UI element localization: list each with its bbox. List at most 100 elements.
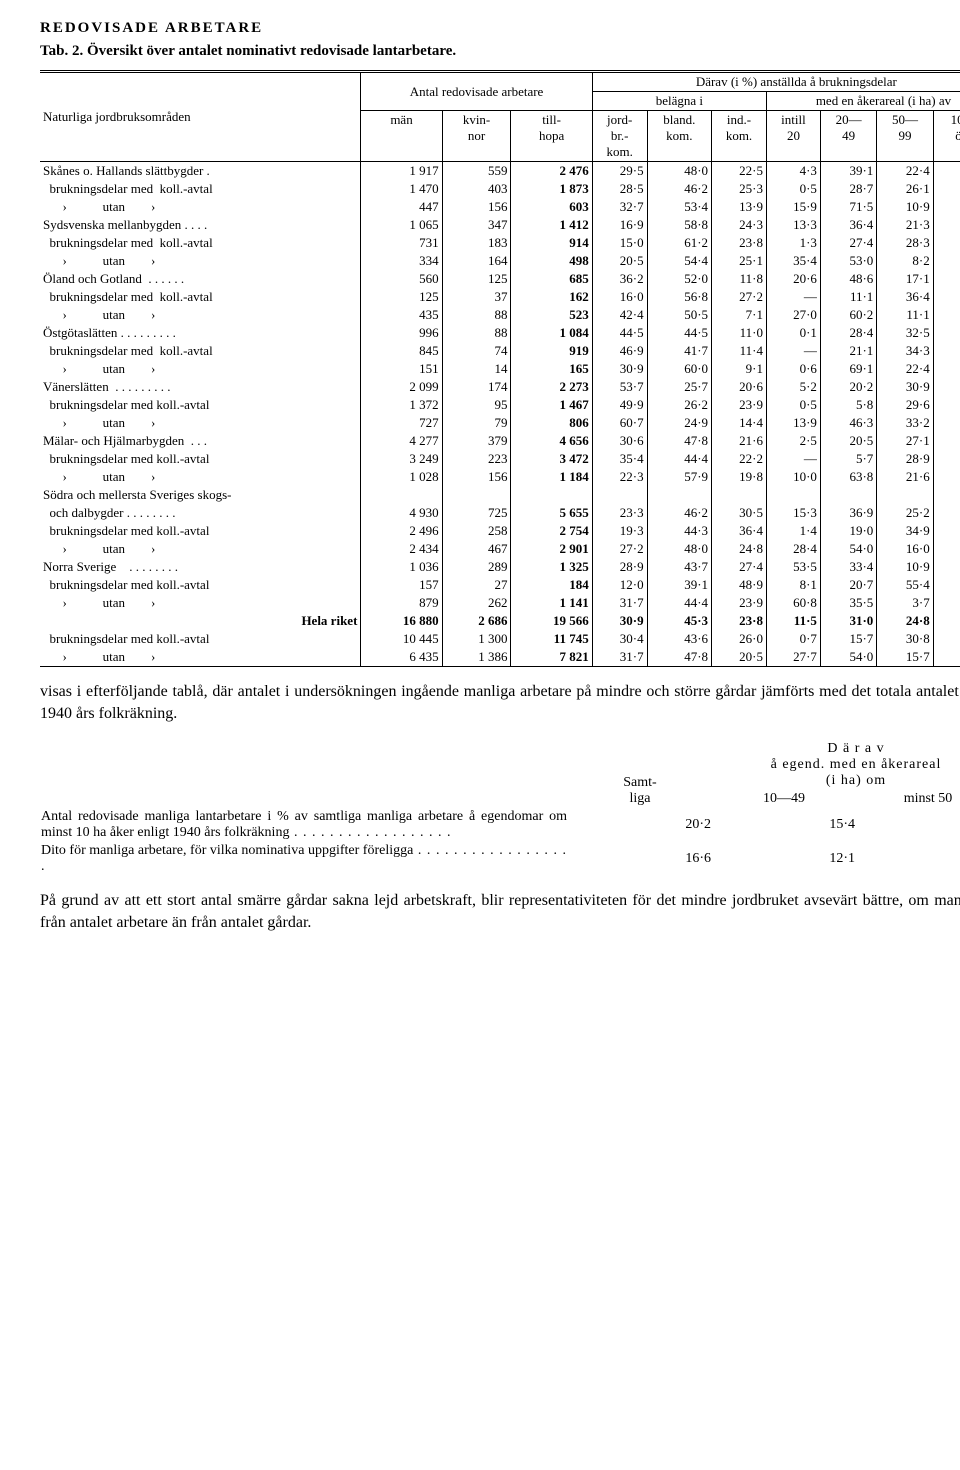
cell: 31·0 [820,612,876,630]
cell: 36·4 [820,216,876,234]
cell: 1 412 [511,216,592,234]
cell: 559 [442,162,511,181]
cell: 79 [442,414,511,432]
cell: 60·7 [592,414,647,432]
cell: 23·9 [712,594,767,612]
cell: 36·9 [820,504,876,522]
header-left: REDOVISADE ARBETARE [40,20,263,37]
cell: 4·6 [933,468,960,486]
cell: 806 [511,414,592,432]
cell: 43·7 [647,558,711,576]
cell: 23·8 [712,234,767,252]
paragraph-2: På grund av att ett stort antal smärre g… [40,890,960,933]
cell: 1 300 [442,630,511,648]
cell: 52·8 [933,630,960,648]
cell: 2·2 [933,558,960,576]
table-row: Vänerslätten . . . . . . . . .2 0991742 … [40,378,960,396]
cell: 31·7 [592,594,647,612]
cell: 334 [361,252,442,270]
cell: 44·7 [933,522,960,540]
col-group1: Antal redovisade arbetare [361,72,592,111]
row-label: brukningsdelar med koll.-avtal [40,342,361,360]
cell: 2 496 [361,522,442,540]
row-label: › utan › [40,360,361,378]
cell: 48·0 [647,540,711,558]
cell [592,486,647,504]
cell: 914 [511,234,592,252]
cell: 2 434 [361,540,442,558]
cell: 35·5 [820,594,876,612]
cell: 28·3 [877,234,933,252]
cell: 379 [442,432,511,450]
cell: 15·0 [592,234,647,252]
cell: 223 [442,450,511,468]
cell: 42·4 [592,306,647,324]
cell: 46·2 [647,504,711,522]
cell: 560 [361,270,442,288]
cell: 1 917 [361,162,442,181]
cell: 1 084 [511,324,592,342]
cell: 44·4 [647,594,711,612]
table-title: Översikt över antalet nominativt redovis… [87,43,456,59]
cell: 151 [361,360,442,378]
row-label: Mälar- och Hjälmarbygden . . . [40,432,361,450]
cell: 22·2 [712,450,767,468]
cell: 1 036 [361,558,442,576]
cell: 57·9 [647,468,711,486]
row-label: brukningsdelar med koll.-avtal [40,576,361,594]
cell: 95 [442,396,511,414]
cell: 37 [442,288,511,306]
cell: 8·2 [877,252,933,270]
cell: 184 [511,576,592,594]
cell: 7·9 [933,360,960,378]
cell: 1 065 [361,216,442,234]
mini-row-2: Dito för manliga arbetare, för vilka nom… [40,842,960,876]
table-row: Norra Sverige . . . . . . . .1 0362891 3… [40,558,960,576]
cell: 1 372 [361,396,442,414]
cell: 21·6 [712,432,767,450]
cell: 11·0 [712,324,767,342]
cell: 53·5 [766,558,820,576]
row-label: › utan › [40,198,361,216]
table-row: Mälar- och Hjälmarbygden . . .4 2773794 … [40,432,960,450]
cell: 53·7 [592,378,647,396]
row-label: › utan › [40,594,361,612]
cell: 29·5 [592,162,647,181]
cell: 258 [442,522,511,540]
cell: 2 686 [442,612,511,630]
cell: 26·0 [712,630,767,648]
row-label: brukningsdelar med koll.-avtal [40,450,361,468]
cell: 50·5 [647,306,711,324]
cell: 24·8 [712,540,767,558]
cell: 289 [442,558,511,576]
cell: 52·5 [933,288,960,306]
cell: 1·7 [933,198,960,216]
cell: 27·2 [712,288,767,306]
cell: 9·1 [712,360,767,378]
cell: 35·4 [766,252,820,270]
cell: 48·9 [712,576,767,594]
cell: 4·3 [766,162,820,181]
cell: 1 873 [511,180,592,198]
cell: 157 [361,576,442,594]
row-label: › utan › [40,414,361,432]
cell: 3·7 [877,594,933,612]
cell: 467 [442,540,511,558]
cell: 1 141 [511,594,592,612]
cell: — [766,450,820,468]
cell: 25·2 [877,504,933,522]
cell: 26·1 [877,180,933,198]
cell: 47·8 [647,648,711,666]
cell: 0·5 [766,396,820,414]
cell: 174 [442,378,511,396]
cell: 523 [511,306,592,324]
mini-row-1: Antal redovisade manliga lantarbetare i … [40,808,960,842]
cell [933,486,960,504]
table-row: › utan ›4358852342·450·57·127·060·211·11… [40,306,960,324]
row-label: brukningsdelar med koll.-avtal [40,630,361,648]
cell: 27·1 [877,432,933,450]
cell: 61·2 [647,234,711,252]
cell: 15·7 [877,648,933,666]
cell: 23·9 [712,396,767,414]
cell: 15·9 [766,198,820,216]
